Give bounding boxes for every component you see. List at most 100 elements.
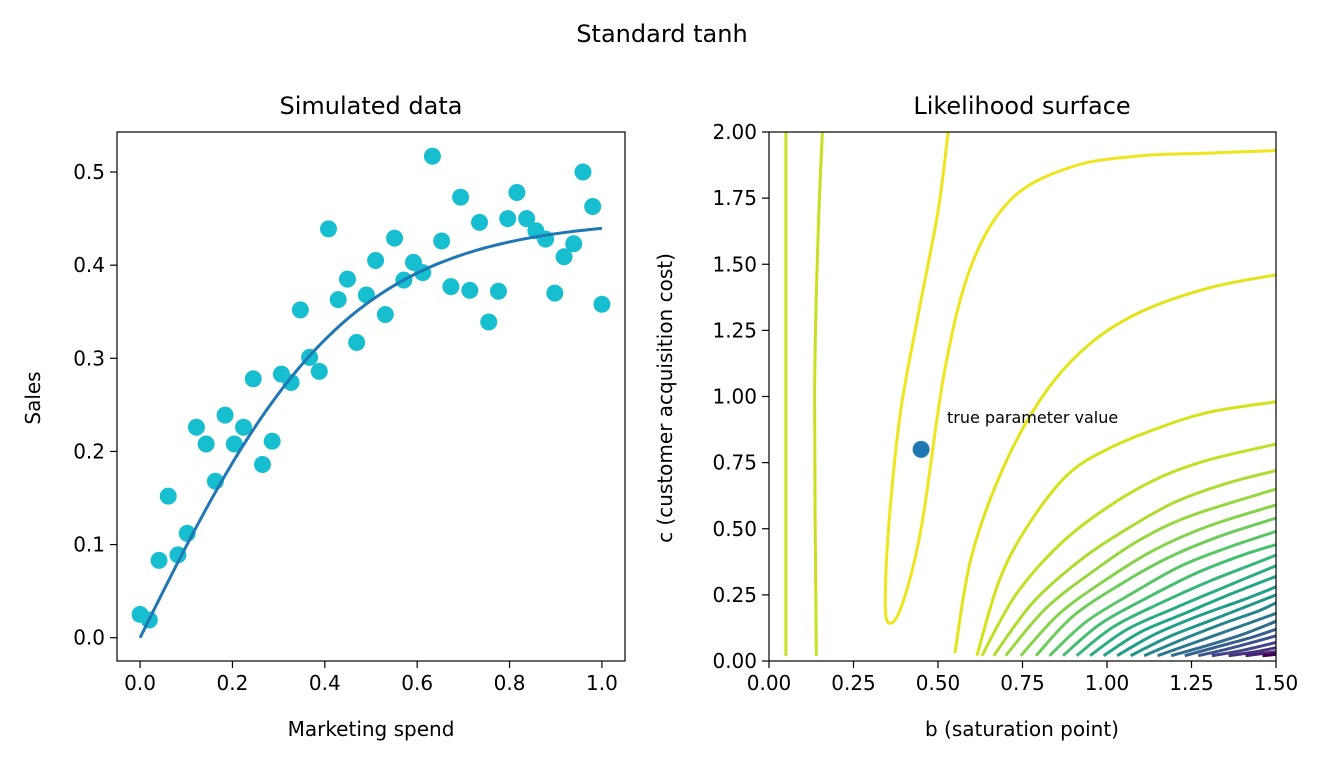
fitted-curve-line (138, 226, 603, 639)
contour-x-tick-label: 0.50 (916, 671, 961, 695)
scatter-x-label: Marketing spend (288, 717, 455, 741)
scatter-point (593, 295, 611, 313)
contour-line (980, 442, 1276, 657)
scatter-point (584, 198, 602, 216)
contour-x-tick-label: 0.25 (831, 671, 876, 695)
contour-y-tick-label: 1.00 (712, 385, 757, 409)
scatter-point (499, 210, 517, 228)
scatter-y-ticks: 0.0 0.1 0.2 0.3 0.4 0.5 (73, 160, 117, 650)
scatter-point (310, 362, 328, 380)
scatter-x-tick-label: 0.8 (494, 671, 526, 695)
contour-line (953, 273, 1276, 654)
contour-line (1184, 627, 1276, 658)
true-parameter-point (912, 440, 930, 458)
scatter-point (480, 313, 498, 331)
scatter-point (386, 229, 404, 247)
scatter-axes-frame (116, 131, 626, 662)
contour-y-tick-label: 1.75 (712, 186, 757, 210)
scatter-point (442, 278, 460, 296)
scatter-point (367, 252, 385, 270)
contour-line (1262, 652, 1276, 658)
scatter-point (518, 210, 536, 228)
scatter-point (508, 184, 526, 202)
scatter-point (423, 147, 441, 165)
contour-line (1062, 543, 1276, 657)
contour-y-tick-label: 1.25 (712, 318, 757, 342)
contour-line (1102, 574, 1276, 657)
scatter-point (187, 418, 205, 436)
contour-title: Likelihood surface (913, 92, 1130, 120)
contour-x-tick-label: 1.00 (1085, 671, 1130, 695)
scatter-point (244, 370, 262, 388)
contour-y-label: c (customer acquisition cost) (653, 253, 677, 543)
scatter-point (282, 374, 300, 392)
contour-line (1116, 585, 1276, 658)
contour-plot-area (784, 132, 1276, 658)
true-parameter-annotation: true parameter value (947, 408, 1118, 427)
scatter-y-tick-label: 0.5 (73, 160, 105, 184)
scatter-x-ticks: 0.0 0.2 0.4 0.6 0.8 1.0 (124, 661, 618, 695)
contour-panel: Likelihood surface 0.00 0.25 0.50 0.75 1.00 1… (653, 92, 1298, 741)
scatter-point (461, 281, 479, 299)
figure-suptitle: Standard tanh (576, 20, 747, 48)
scatter-plot-area (131, 147, 611, 639)
contour-y-tick-label: 1.50 (712, 252, 757, 276)
contour-line (1170, 619, 1276, 658)
contour-line (992, 469, 1276, 657)
scatter-point (291, 301, 309, 319)
scatter-point (546, 284, 564, 302)
contour-y-tick-label: 2.00 (712, 120, 757, 144)
contour-y-tick-label: 0.50 (712, 517, 757, 541)
contour-line (1048, 529, 1276, 657)
contour-line (1089, 564, 1276, 657)
contour-line (1019, 503, 1276, 657)
scatter-point (169, 546, 187, 564)
scatter-x-tick-label: 0.6 (401, 671, 433, 695)
scatter-point (338, 270, 356, 288)
contour-line (1228, 646, 1276, 658)
contour-x-ticks: 0.00 0.25 0.50 0.75 1.00 1.25 1.50 (747, 661, 1299, 695)
scatter-point (348, 333, 366, 351)
scatter-x-tick-label: 0.0 (124, 671, 156, 695)
scatter-point (555, 248, 573, 266)
contour-x-tick-label: 1.25 (1169, 671, 1214, 695)
contour-line (1075, 553, 1276, 657)
contour-line (1143, 601, 1276, 658)
scatter-point (452, 188, 470, 206)
scatter-y-tick-label: 0.1 (73, 533, 105, 557)
scatter-point (574, 163, 592, 181)
contour-x-tick-label: 0.75 (1000, 671, 1045, 695)
scatter-y-tick-label: 0.2 (73, 439, 105, 463)
scatter-y-tick-label: 0.3 (73, 346, 105, 370)
scatter-x-tick-label: 0.2 (217, 671, 249, 695)
scatter-title: Simulated data (280, 92, 463, 120)
contour-y-ticks: 0.00 0.25 0.50 0.75 1.00 1.25 1.50 1.75 2.00 (712, 120, 769, 673)
scatter-point (565, 235, 583, 253)
scatter-x-tick-label: 0.4 (309, 671, 341, 695)
scatter-y-label: Sales (21, 371, 45, 424)
scatter-point (197, 435, 215, 453)
scatter-point (489, 282, 507, 300)
contour-line (1245, 650, 1276, 658)
scatter-point (376, 306, 394, 324)
scatter-x-tick-label: 1.0 (586, 671, 618, 695)
contour-y-tick-label: 0.25 (712, 583, 757, 607)
contour-line (1034, 516, 1276, 657)
scatter-point (225, 435, 243, 453)
contour-x-tick-label: 1.50 (1254, 671, 1299, 695)
scatter-point (235, 418, 253, 436)
scatter-point (159, 487, 177, 505)
scatter-y-tick-label: 0.0 (73, 626, 105, 650)
contour-line (1157, 611, 1276, 658)
contour-y-tick-label: 0.00 (712, 649, 757, 673)
scatter-point (471, 213, 489, 231)
contour-x-label: b (saturation point) (925, 717, 1119, 741)
scatter-point (216, 406, 234, 424)
scatter-point (320, 220, 338, 238)
scatter-y-tick-label: 0.4 (73, 253, 105, 277)
contour-axes-frame (768, 131, 1277, 662)
scatter-point (150, 551, 168, 569)
contour-x-tick-label: 0.00 (747, 671, 792, 695)
contour-line (1197, 634, 1276, 658)
